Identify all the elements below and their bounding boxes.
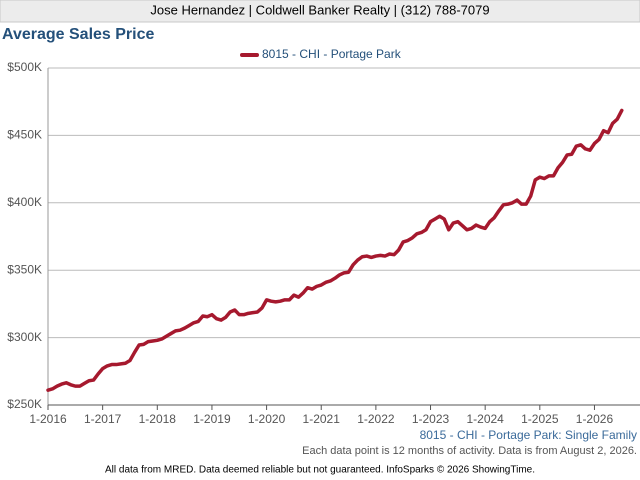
x-tick-label: 1-2019 (193, 412, 231, 426)
header-contact: Jose Hernandez | Coldwell Banker Realty … (150, 2, 489, 17)
x-tick-label: 1-2024 (466, 412, 504, 426)
footer: All data from MRED. Data deemed reliable… (105, 465, 535, 476)
x-tick-label: 1-2020 (248, 412, 286, 426)
x-tick-label: 1-2026 (576, 412, 614, 426)
chart-title: Average Sales Price (2, 26, 155, 43)
x-tick-label: 1-2025 (521, 412, 559, 426)
data-line (46, 108, 624, 392)
y-tick-label: $400K (7, 195, 42, 209)
y-tick-label: $450K (7, 128, 42, 142)
note: Each data point is 12 months of activity… (302, 445, 637, 457)
y-tick-label: $350K (7, 262, 42, 276)
x-tick-label: 1-2023 (412, 412, 450, 426)
x-tick-label: 1-2022 (357, 412, 395, 426)
y-tick-label: $300K (7, 330, 42, 344)
x-tick-label: 1-2017 (84, 412, 122, 426)
header-bar (0, 0, 640, 23)
x-tick-label: 1-2021 (303, 412, 341, 426)
x-tick-label: 1-2016 (29, 412, 67, 426)
legend-label: 8015 - CHI - Portage Park (262, 47, 402, 61)
caption: 8015 - CHI - Portage Park: Single Family (420, 428, 637, 442)
x-tick-label: 1-2018 (139, 412, 177, 426)
y-tick-label: $500K (7, 60, 42, 74)
y-tick-label: $250K (7, 397, 42, 411)
